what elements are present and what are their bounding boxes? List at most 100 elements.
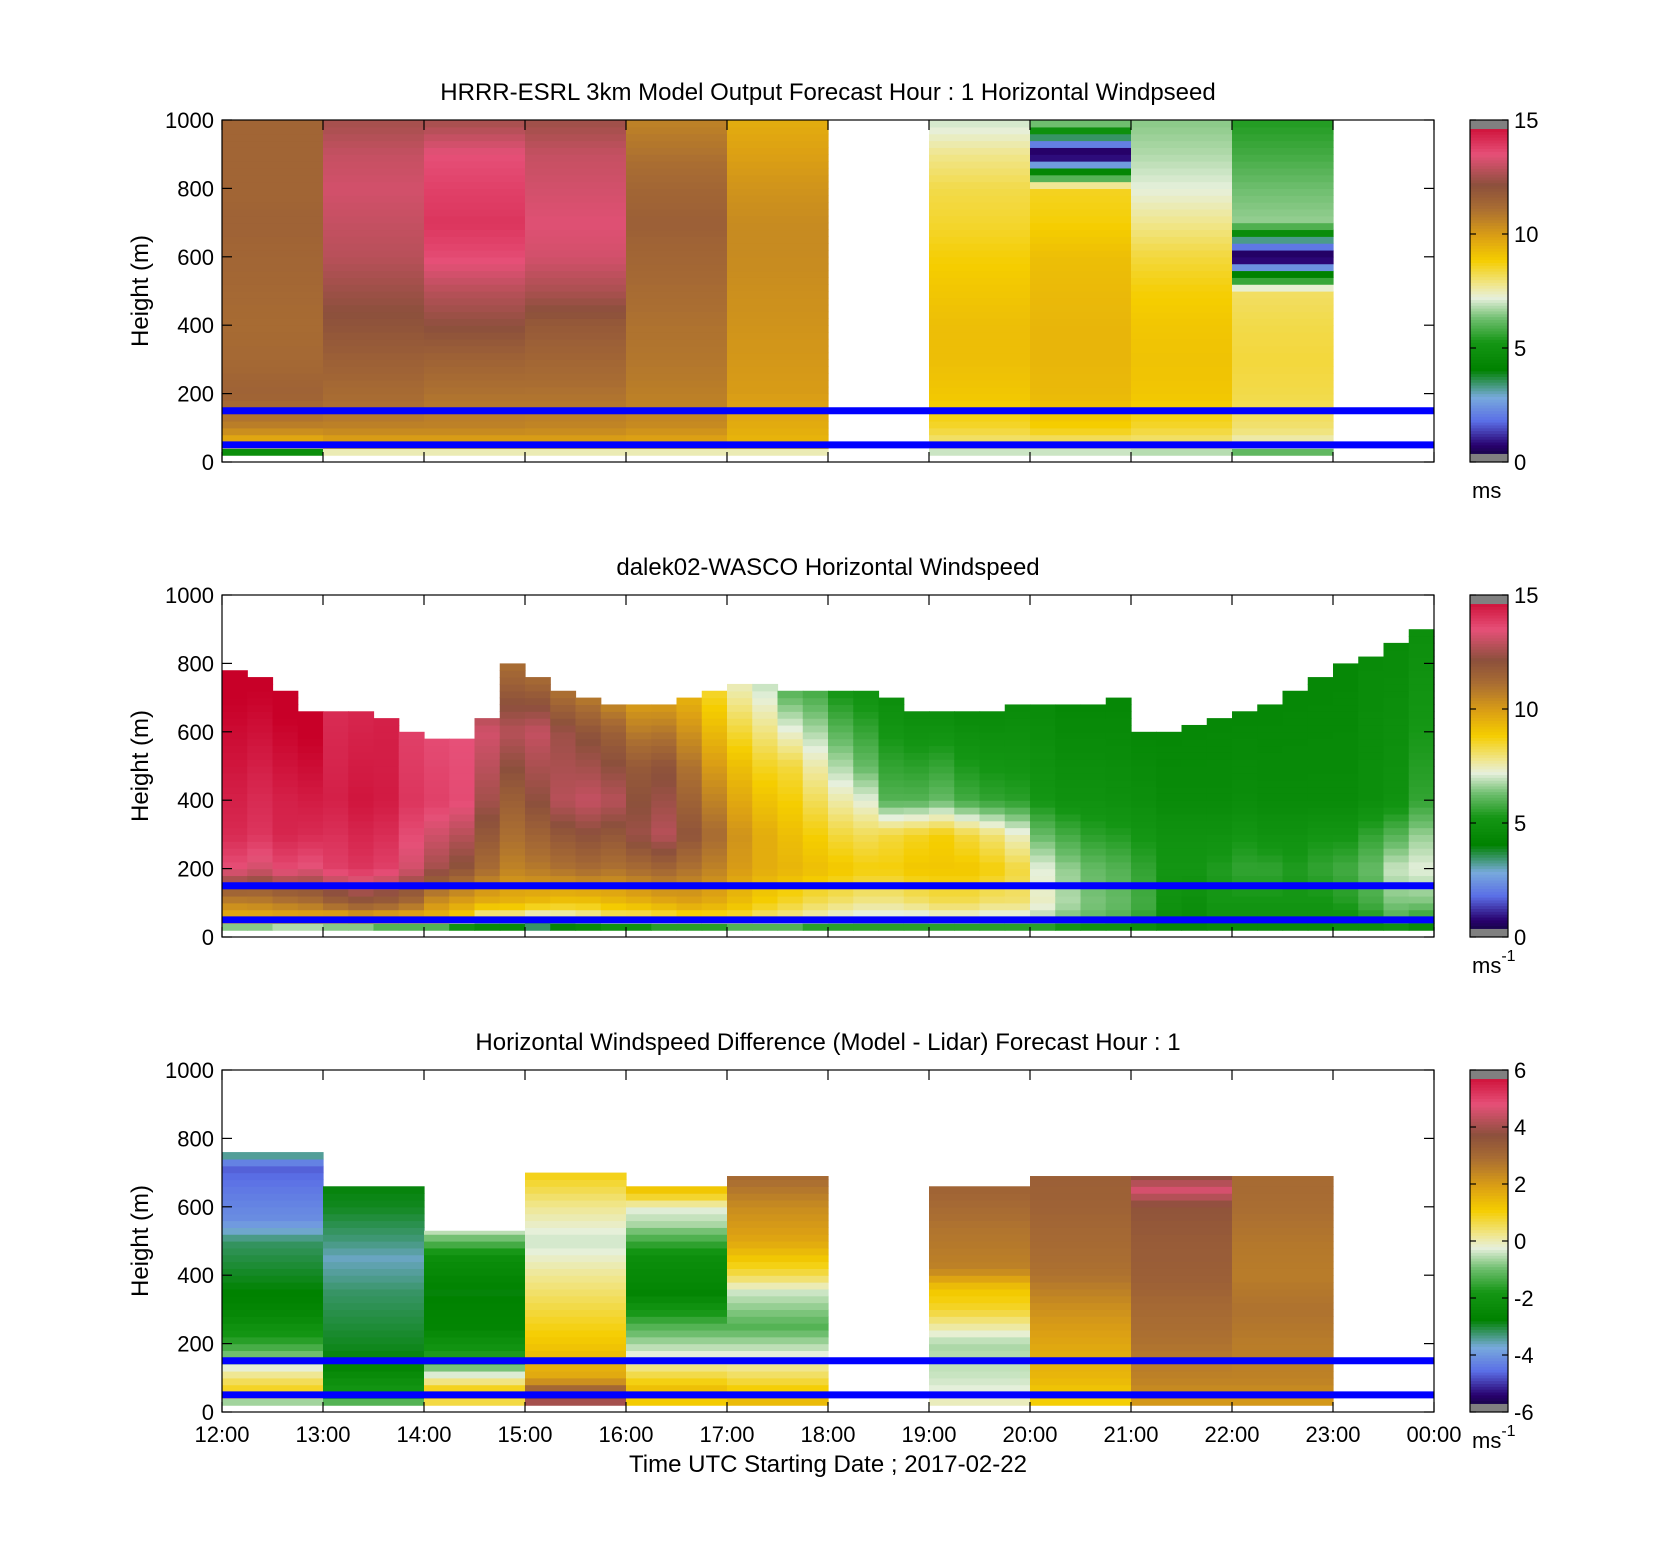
heatmap-cell	[676, 813, 703, 822]
heatmap-cell	[1408, 827, 1435, 835]
heatmap-cell	[1282, 820, 1309, 829]
heatmap-cell	[525, 1268, 627, 1276]
heatmap-cell	[297, 779, 324, 788]
heatmap-cell	[1206, 827, 1233, 835]
colorbar-segment	[1470, 603, 1508, 607]
heatmap-cell	[929, 174, 1031, 183]
heatmap-cell	[525, 1343, 627, 1352]
heatmap-cell	[651, 711, 678, 719]
heatmap-cell	[424, 229, 526, 237]
heatmap-cell	[600, 772, 627, 781]
heatmap-cell	[1131, 277, 1233, 285]
colorbar-segment	[1470, 646, 1508, 650]
heatmap-cell	[727, 345, 829, 354]
heatmap-cell	[474, 827, 501, 835]
heatmap-cell	[1080, 848, 1107, 856]
colorbar-segment	[1470, 328, 1508, 332]
heatmap-cell	[1232, 379, 1334, 388]
heatmap-cell	[853, 745, 880, 753]
colorbar-segment	[1470, 777, 1508, 781]
heatmap-cell	[323, 229, 425, 237]
heatmap-cell	[373, 738, 400, 747]
heatmap-cell	[676, 718, 703, 726]
heatmap-cell	[323, 181, 425, 189]
heatmap-cell	[525, 427, 627, 436]
colorbar-segment	[1470, 276, 1508, 281]
heatmap-cell	[525, 400, 627, 408]
heatmap-cell	[1004, 793, 1031, 801]
heatmap-cell	[1156, 800, 1183, 808]
heatmap-cell	[1257, 895, 1284, 904]
heatmap-cell	[1080, 827, 1107, 835]
heatmap-cell	[449, 813, 476, 822]
heatmap-cell	[600, 923, 627, 931]
heatmap-cell	[499, 683, 526, 692]
heatmap-cell	[1156, 827, 1183, 835]
heatmap-cell	[878, 786, 905, 794]
heatmap-cell	[878, 827, 905, 835]
colorbar-segment	[1470, 427, 1508, 432]
colorbar-segment	[1470, 626, 1508, 630]
heatmap-cell	[1030, 731, 1056, 740]
colorbar-segment	[1470, 1181, 1508, 1185]
heatmap-cell	[727, 400, 829, 408]
heatmap-cell	[1206, 718, 1233, 726]
heatmap-cell	[222, 400, 324, 408]
heatmap-cell	[323, 813, 349, 822]
colorbar-segment	[1470, 148, 1508, 152]
heatmap-cell	[853, 848, 880, 856]
colorbar-segment	[1470, 666, 1508, 670]
heatmap-cell	[1055, 875, 1082, 883]
heatmap-cell	[1232, 834, 1258, 842]
heatmap-cell	[323, 772, 349, 781]
heatmap-cell	[323, 1206, 425, 1215]
heatmap-cell	[1055, 759, 1082, 767]
heatmap-cell	[424, 277, 526, 285]
heatmap-cell	[626, 1227, 728, 1235]
colorbar-segment	[1470, 199, 1508, 204]
heatmap-cell	[424, 1268, 526, 1276]
heatmap-cell	[929, 1329, 1031, 1338]
heatmap-cell	[1030, 1302, 1132, 1310]
heatmap-cell	[525, 202, 627, 210]
heatmap-cell	[1282, 766, 1309, 774]
heatmap-cell	[929, 318, 1031, 326]
heatmap-cell	[1232, 332, 1334, 340]
heatmap-cell	[550, 800, 577, 808]
heatmap-cell	[1030, 366, 1132, 374]
heatmap-cell	[1131, 1295, 1233, 1304]
heatmap-cell	[903, 793, 930, 801]
heatmap-cell	[929, 1288, 1031, 1297]
colorbar-unit: ms-1	[1472, 948, 1516, 978]
heatmap-cell	[1055, 772, 1082, 781]
heatmap-cell	[525, 1309, 627, 1317]
heatmap-cell	[247, 718, 274, 726]
heatmap-cell	[499, 875, 526, 883]
heatmap-cell	[1080, 875, 1107, 883]
heatmap-cell	[373, 800, 400, 808]
heatmap-cell	[853, 766, 880, 774]
colorbar-segment	[1470, 854, 1508, 858]
heatmap-cell	[373, 820, 400, 829]
heatmap-cell	[1232, 1329, 1334, 1338]
heatmap-cell	[701, 759, 728, 767]
heatmap-cell	[1383, 718, 1410, 726]
heatmap-cell	[575, 766, 602, 774]
heatmap-cell	[1131, 373, 1233, 381]
heatmap-cell	[348, 854, 375, 863]
heatmap-cell	[398, 800, 425, 808]
colorbar-segment	[1470, 1249, 1508, 1253]
heatmap-cell	[297, 759, 324, 767]
heatmap-cell	[600, 766, 627, 774]
heatmap-cell	[323, 820, 349, 829]
heatmap-cell	[979, 820, 1006, 829]
heatmap-cell	[272, 759, 299, 767]
profile-column	[525, 677, 551, 931]
heatmap-cell	[222, 373, 324, 381]
heatmap-cell	[1181, 868, 1208, 877]
heatmap-cell	[1383, 841, 1410, 849]
heatmap-cell	[929, 1234, 1031, 1242]
heatmap-cell	[222, 759, 248, 767]
heatmap-cell	[525, 393, 627, 402]
heatmap-cell	[676, 772, 703, 781]
